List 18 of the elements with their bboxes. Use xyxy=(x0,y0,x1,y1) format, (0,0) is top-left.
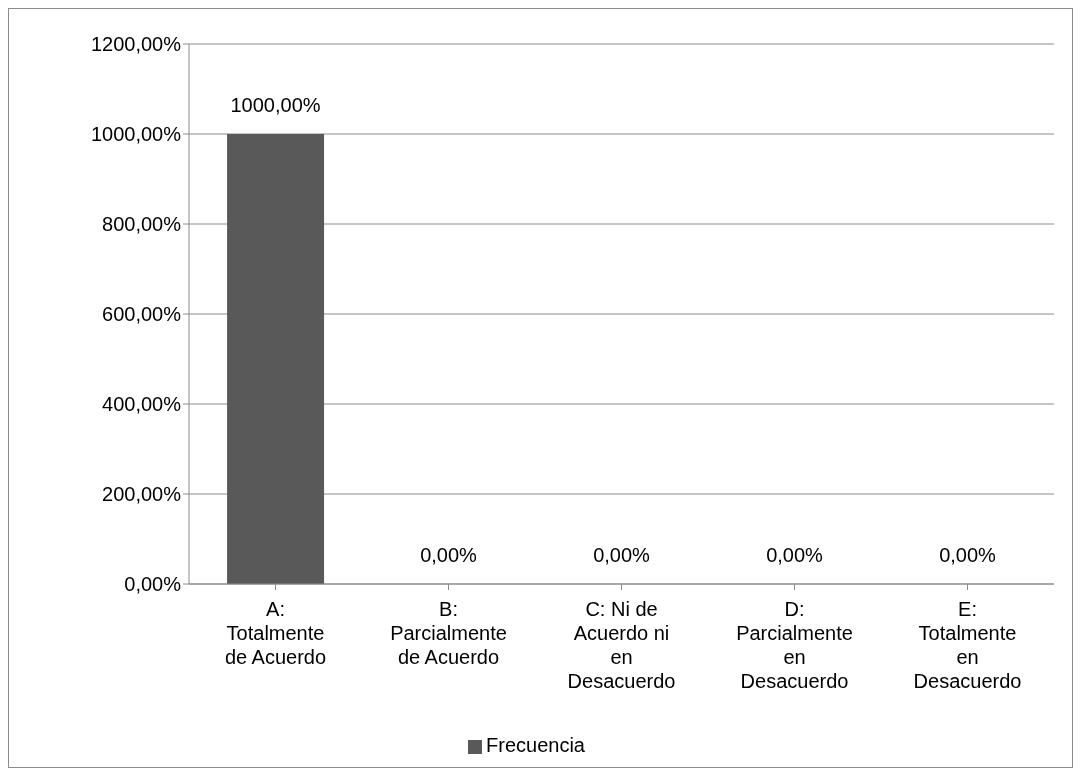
x-tick-label: D: Parcialmente en Desacuerdo xyxy=(736,598,853,692)
x-tick-label: E: Totalmente en Desacuerdo xyxy=(913,598,1022,692)
y-tick-label: 0,00% xyxy=(124,573,182,596)
y-tick-label: 1200,00% xyxy=(90,33,182,56)
data-label: 0,00% xyxy=(420,544,478,566)
x-tick-label: B: Parcialmente de Acuerdo xyxy=(390,598,507,668)
x-tick-label: C: Ni de Acuerdo ni en Desacuerdo xyxy=(567,598,676,692)
data-label: 0,00% xyxy=(939,544,997,566)
y-tick-label: 800,00% xyxy=(102,213,182,236)
data-label: 1000,00% xyxy=(230,94,321,116)
x-tick-label: A: Totalmente de Acuerdo xyxy=(224,598,327,668)
legend-label: Frecuencia xyxy=(486,734,585,756)
data-label: 0,00% xyxy=(593,544,651,566)
y-tick-label: 200,00% xyxy=(102,483,182,506)
y-tick-label: 1000,00% xyxy=(90,123,182,146)
y-tick-label: 600,00% xyxy=(102,303,182,326)
y-tick-label: 400,00% xyxy=(102,393,182,416)
data-label: 0,00% xyxy=(766,544,824,566)
